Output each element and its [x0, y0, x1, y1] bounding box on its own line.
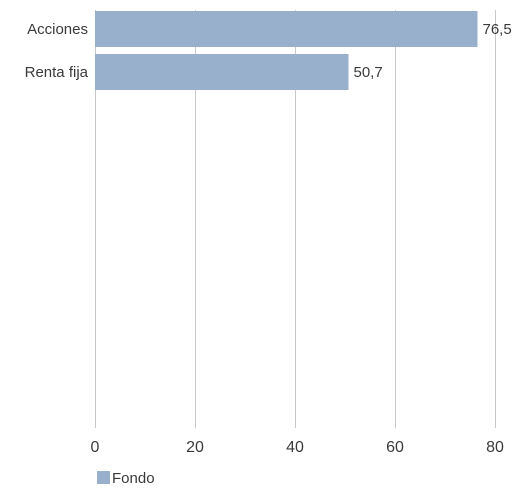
bar-series [95, 11, 478, 90]
x-axis-ticks: 0 20 40 60 80 [91, 439, 504, 456]
x-tick-label-80: 80 [486, 439, 504, 456]
value-labels: 76,5 50,7 [354, 21, 512, 81]
legend: Fondo [97, 470, 155, 487]
category-label-renta-fija: Renta fija [25, 64, 89, 81]
value-label-acciones: 76,5 [483, 21, 512, 38]
legend-label: Fondo [112, 470, 155, 487]
category-labels: Acciones Renta fija [25, 21, 89, 81]
x-tick-label-20: 20 [186, 439, 204, 456]
bar-acciones [95, 11, 478, 47]
x-tick-label-60: 60 [386, 439, 404, 456]
bar-renta-fija [95, 54, 349, 90]
value-label-renta-fija: 50,7 [354, 64, 383, 81]
x-tick-label-40: 40 [286, 439, 304, 456]
x-tick-label-0: 0 [91, 439, 100, 456]
category-label-acciones: Acciones [27, 21, 88, 38]
legend-swatch [97, 471, 110, 484]
